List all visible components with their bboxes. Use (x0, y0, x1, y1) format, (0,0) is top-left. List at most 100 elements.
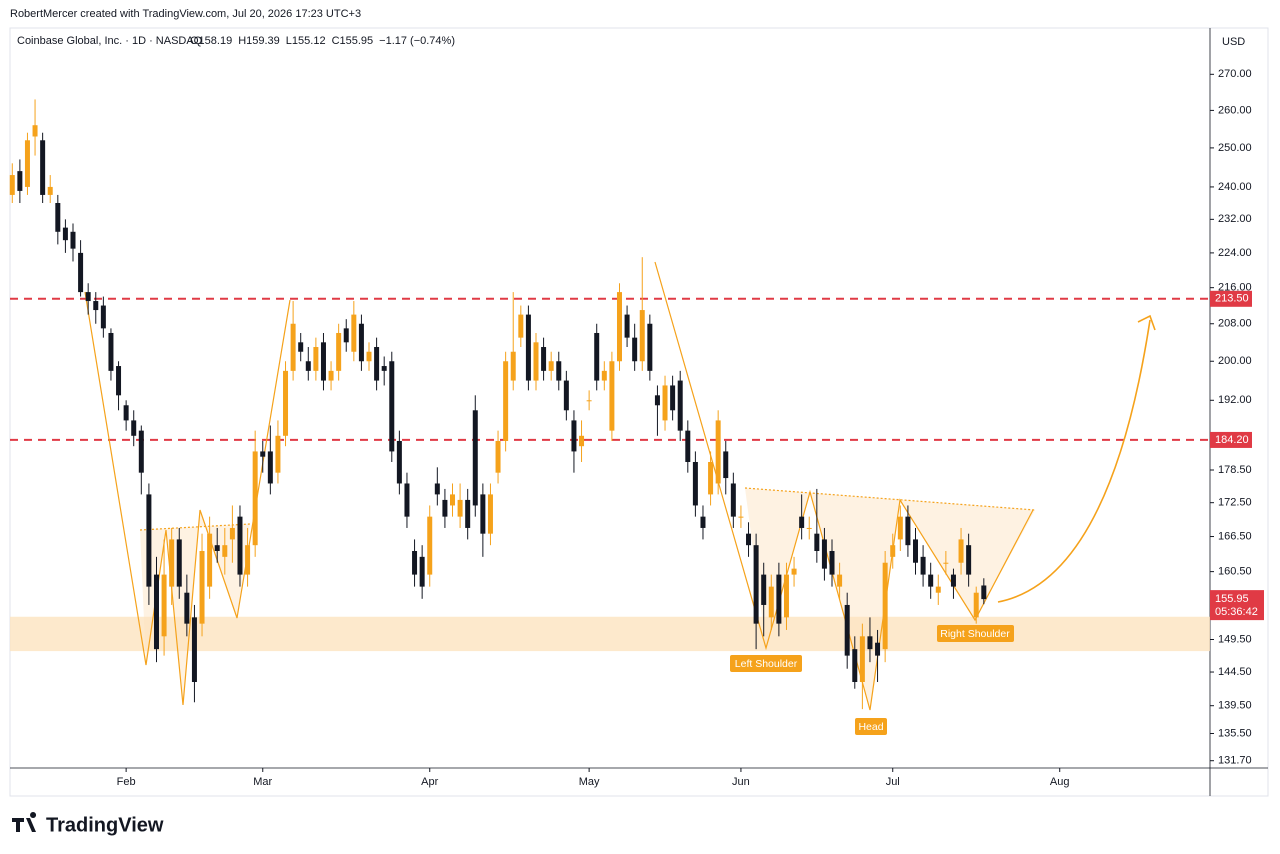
header: RobertMercer created with TradingView.co… (10, 8, 361, 20)
y-tick-label: 149.50 (1218, 633, 1252, 645)
candle-body (207, 533, 213, 587)
candle-body (123, 405, 129, 421)
annotation: Left Shoulder (735, 658, 798, 670)
y-tick-label: 144.50 (1218, 666, 1252, 678)
candle-body (966, 545, 972, 575)
candle-body (252, 451, 258, 546)
candle-body (609, 361, 615, 431)
candle-body (146, 494, 152, 587)
x-tick-label: Mar (253, 776, 272, 788)
y-tick-label: 139.50 (1218, 700, 1252, 712)
candle-body (85, 292, 91, 302)
countdown: 05:36:42 (1215, 606, 1258, 618)
candle-body (867, 636, 873, 650)
x-tick-label: May (579, 776, 600, 788)
y-tick-label: 270.00 (1218, 68, 1252, 80)
last-price-box (1210, 590, 1264, 621)
candle-body (381, 366, 387, 371)
candle-body (419, 556, 425, 587)
candle-body (525, 314, 531, 381)
candle-body (55, 202, 61, 232)
y-tick-label: 192.00 (1218, 394, 1252, 406)
y-tick-label: 216.00 (1218, 282, 1252, 294)
candle-body (176, 539, 182, 587)
candle-body (647, 323, 653, 371)
candle-body (214, 545, 220, 551)
y-tick-label: 178.50 (1218, 464, 1252, 476)
candle-body (616, 292, 622, 362)
y-tick-label: 240.00 (1218, 181, 1252, 193)
candle-body (632, 337, 638, 362)
candle-body (913, 539, 919, 563)
candle-body (374, 347, 380, 381)
x-tick-label: Jun (732, 776, 750, 788)
candle-body (905, 516, 911, 546)
candle-body (875, 642, 881, 656)
candle-body (958, 539, 964, 563)
candle-body (260, 451, 266, 457)
candle-body (943, 562, 949, 564)
candle-body (738, 516, 744, 518)
candle-body (556, 361, 562, 381)
ohlc-value: L155.12 (286, 35, 326, 47)
candle-body (9, 175, 15, 195)
candle-body (465, 499, 471, 528)
candle-body (973, 592, 979, 618)
candle-body (829, 550, 835, 575)
candle-body (47, 186, 53, 195)
annotation-box (937, 625, 1014, 642)
candle-body (78, 252, 84, 293)
candle-body (579, 435, 585, 447)
candle-body (267, 451, 273, 484)
candle-body (533, 342, 539, 381)
annotation: Head (858, 721, 883, 733)
candle-body (753, 545, 759, 624)
candle-body (882, 562, 888, 650)
candle-body (328, 370, 334, 381)
candle-body (450, 494, 456, 506)
annotation: Right Shoulder (940, 628, 1010, 640)
candle-body (480, 494, 486, 534)
candle-body (510, 351, 516, 381)
candle-body (677, 380, 683, 431)
ohlc-value: O158.19 (190, 35, 232, 47)
x-tick-label: Jul (886, 776, 900, 788)
candle-body (351, 314, 357, 352)
candle-body (62, 227, 68, 241)
candle-body (32, 125, 38, 137)
x-tick-label: Aug (1050, 776, 1070, 788)
candle-body (169, 539, 175, 587)
ohlc-value: −1.17 (−0.74%) (379, 35, 455, 47)
candle-body (601, 370, 607, 381)
y-tick-label: 208.00 (1218, 318, 1252, 330)
candle-body (389, 361, 395, 452)
candle-body (715, 420, 721, 484)
candle-body (343, 328, 349, 343)
candle-body (108, 332, 114, 371)
candle-body (890, 545, 896, 557)
candle-body (298, 342, 304, 352)
x-tick-label: Feb (117, 776, 136, 788)
candle-body (161, 574, 167, 637)
candle-body (670, 385, 676, 411)
candle-body (859, 636, 865, 683)
candle-body (662, 385, 668, 421)
level-label: 184.20 (1215, 434, 1249, 446)
candle-body (814, 533, 820, 551)
candle-body (548, 361, 554, 371)
candle-body (692, 461, 698, 506)
candle-body (723, 451, 729, 479)
candle-body (396, 440, 402, 484)
candle-body (472, 410, 478, 506)
candle-body (503, 361, 509, 441)
level-label-box (1210, 290, 1252, 307)
currency: USD (1222, 36, 1245, 48)
candle-body (935, 586, 941, 593)
candle-body (404, 483, 410, 517)
candle-body (654, 395, 660, 406)
candle-body (541, 347, 547, 371)
candle-body (70, 231, 76, 249)
level-label: 213.50 (1215, 293, 1249, 305)
